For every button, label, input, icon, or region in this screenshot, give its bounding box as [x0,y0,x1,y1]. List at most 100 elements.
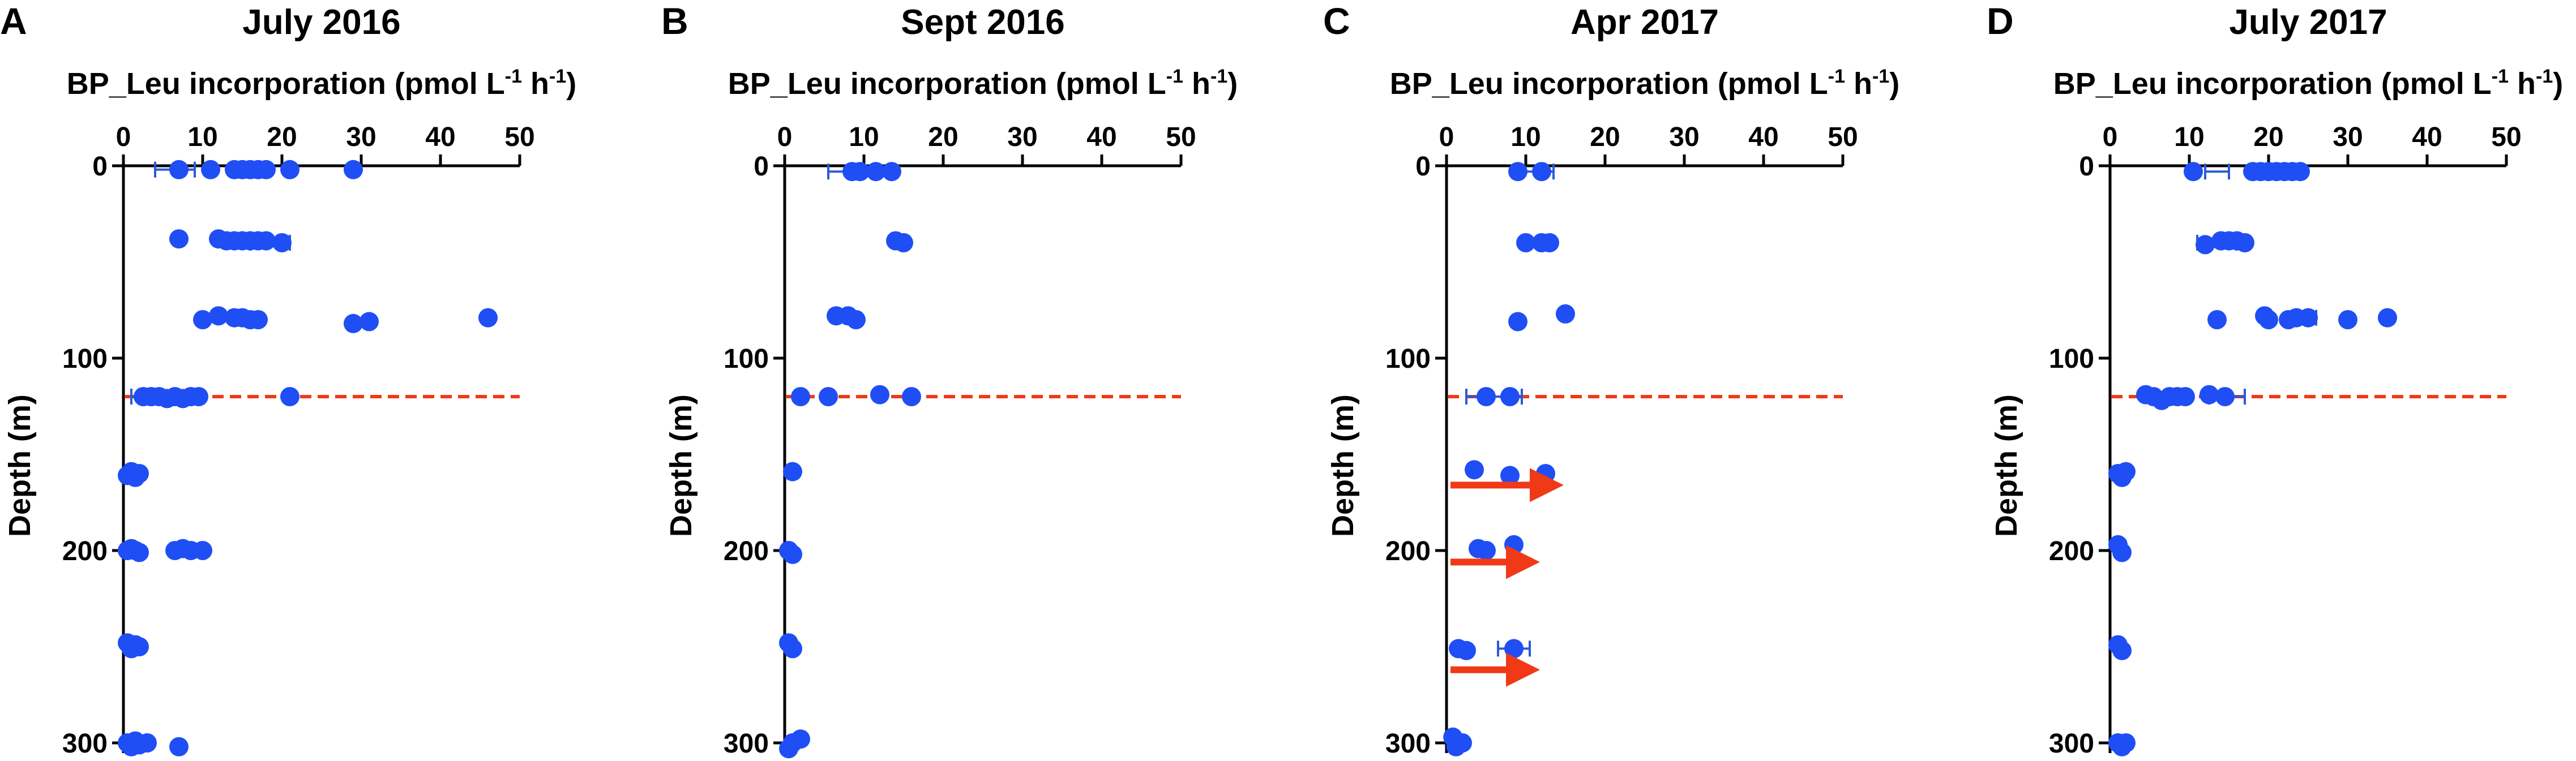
x-axis-title-sup1: -1 [505,66,522,87]
y-axis-title: Depth (m) [664,394,698,537]
x-axis-title-end: ) [2553,67,2563,101]
data-point [130,464,149,483]
data-point [783,462,802,481]
x-axis-title: BP_Leu incorporation (pmol L-1 h-1) [728,66,1238,101]
x-axis-title-mid: h [1845,67,1872,101]
data-point [2235,233,2254,252]
data-point [1508,162,1527,182]
y-tick-label: 0 [92,152,108,182]
data-point [130,543,149,562]
data-point [783,639,802,659]
data-point [193,541,212,560]
data-point [2116,733,2136,753]
x-axis-title-sup2: -1 [1872,66,1889,87]
data-point [193,310,212,329]
panel-letter: D [1987,0,2014,42]
data-point [1477,387,1496,406]
x-tick-label: 0 [2103,122,2118,152]
x-tick-label: 40 [1086,122,1116,152]
data-point [169,160,189,179]
y-axis-title: Depth (m) [1326,394,1360,537]
y-tick-label: 100 [2049,344,2094,374]
data-point [1457,640,1476,660]
x-tick-label: 10 [187,122,217,152]
x-tick-label: 40 [1748,122,1778,152]
x-axis-title-sup1: -1 [1166,66,1183,87]
x-axis-title: BP_Leu incorporation (pmol L-1 h-1) [67,66,576,101]
panel-c: C Apr 2017 BP_Leu incorporation (pmol L-1 … [1323,0,1899,759]
data-point [1540,233,1559,252]
panel-title: July 2017 [2229,3,2387,42]
panel-letter: C [1323,0,1350,42]
y-tick-label: 300 [2049,729,2094,759]
data-point [256,231,276,251]
data-point [2207,310,2227,329]
y-tick-label: 300 [1385,729,1431,759]
x-tick-label: 30 [346,122,376,152]
x-tick-label: 10 [2174,122,2204,152]
data-point [850,162,870,182]
data-point [2184,162,2203,182]
data-point [130,637,149,656]
panel-title: Sept 2016 [901,3,1065,42]
data-point [189,387,208,406]
data-point [249,310,268,329]
data-point [478,308,498,328]
x-axis-title-mid: h [522,67,549,101]
x-axis-title-sup2: -1 [2536,66,2553,87]
x-tick-label: 30 [2333,122,2363,152]
data-point [1500,387,1520,406]
y-tick-label: 100 [724,344,769,374]
data-point [1516,233,1535,252]
panel-letter: B [661,0,688,42]
data-point [201,160,220,179]
data-point [169,229,189,249]
data-point [2112,640,2132,660]
y-tick-label: 0 [1415,152,1431,182]
x-tick-label: 40 [2412,122,2442,152]
y-tick-label: 0 [2079,152,2094,182]
data-point [1536,464,1555,483]
y-tick-label: 300 [724,729,769,759]
data-point [783,544,802,564]
data-point [1556,304,1575,324]
data-point [209,306,228,326]
x-axis-title-main: BP_Leu incorporation (pmol L [1390,67,1828,101]
x-tick-label: 10 [849,122,879,152]
x-tick-label: 20 [267,122,297,152]
x-tick-label: 20 [2253,122,2283,152]
x-axis-title-main: BP_Leu incorporation (pmol L [67,67,505,101]
data-point [1477,541,1496,560]
data-point [894,233,913,252]
data-point [344,313,363,333]
data-point [280,160,299,179]
data-point [2200,385,2219,405]
data-point [2176,387,2195,406]
data-point [1532,162,1551,182]
data-point [1500,466,1520,485]
x-axis-title: BP_Leu incorporation (pmol L-1 h-1) [2053,66,2563,101]
data-point [846,310,866,329]
x-axis-title-sup1: -1 [2492,66,2509,87]
data-point [1508,312,1527,332]
panel-letter: A [0,0,27,42]
data-point [360,312,379,332]
data-point [2291,162,2310,182]
x-tick-label: 10 [1510,122,1541,152]
data-point [2299,308,2318,328]
x-axis-title-end: ) [1227,67,1238,101]
x-axis-title-mid: h [2509,67,2536,101]
y-tick-label: 300 [62,729,108,759]
data-point [1465,460,1484,480]
y-tick-label: 200 [724,536,769,566]
x-tick-label: 0 [777,122,793,152]
y-tick-label: 100 [62,344,108,374]
data-point [138,733,157,753]
y-tick-label: 200 [1385,536,1431,566]
data-point [791,387,810,406]
data-point [344,160,363,179]
data-point [272,233,292,252]
data-point [866,162,885,182]
x-axis-title-end: ) [566,67,576,101]
